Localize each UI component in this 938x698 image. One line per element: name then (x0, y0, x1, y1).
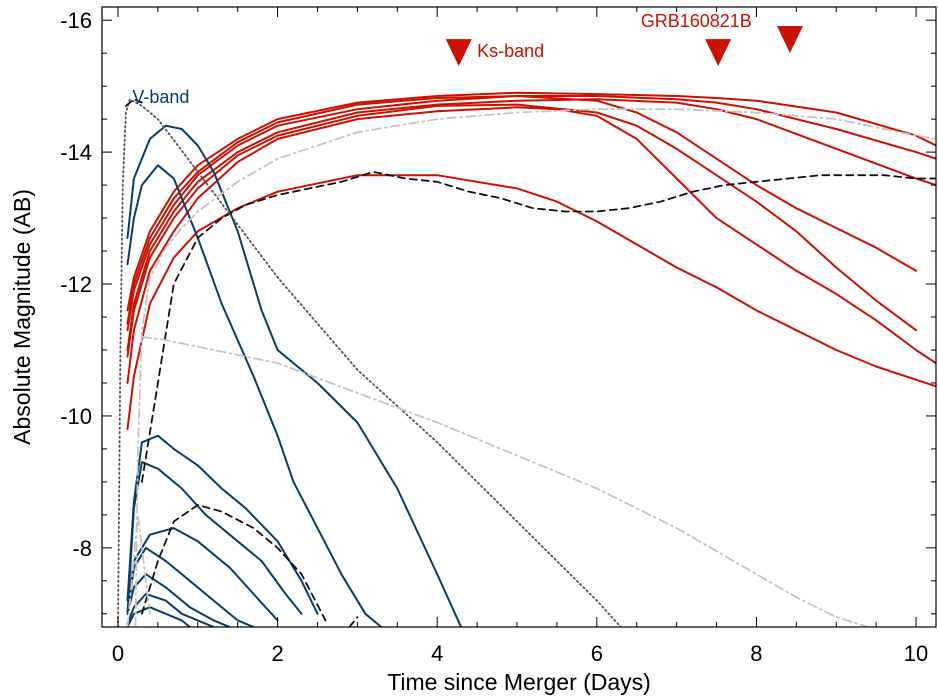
y-tick-label: -10 (60, 404, 92, 429)
series-line-ks-3 (126, 95, 917, 325)
annotation-label-1: V-band (132, 87, 189, 107)
series-line-model-21 (134, 108, 936, 627)
ticks-layer: 0 2 4 6 8 10 -16 -14 -12 -10 -8 (60, 7, 936, 666)
annotation-label-2: Ks-band (477, 41, 544, 61)
y-axis-title: Absolute Magnitude (AB) (9, 189, 35, 445)
series-line-model-22 (140, 335, 870, 627)
series-line-v-9 (126, 434, 319, 615)
series-line-v-13 (126, 573, 231, 627)
x-tick-label: 4 (431, 641, 443, 666)
series-line-v-15 (126, 606, 191, 627)
upper-limit-marker-1 (445, 39, 472, 67)
x-axis-title: Time since Merger (Days) (387, 669, 651, 695)
y-tick-label: -8 (72, 536, 92, 561)
series-line-model-23 (126, 514, 151, 627)
series-line-model-16 (140, 170, 936, 483)
upper-limit-marker-2 (705, 39, 732, 67)
y-tick-label: -14 (60, 140, 92, 165)
series-line-ks-0 (126, 91, 936, 312)
series-line-model-18 (348, 616, 359, 627)
series-line-v-8 (126, 164, 383, 627)
x-tick-label: 6 (591, 641, 603, 666)
series-line-ks-6 (126, 174, 936, 431)
series-layer (117, 91, 936, 627)
series-line-v-7 (126, 124, 463, 627)
series-line-model-20 (125, 98, 143, 107)
series-line-ks-2 (126, 98, 936, 351)
annotation-layer: V-band Ks-band GRB160821B (132, 11, 751, 107)
series-line-ks-5 (126, 106, 936, 384)
marker-layer (445, 25, 803, 67)
annotation-label-3: GRB160821B (641, 11, 752, 31)
x-tick-label: 2 (271, 641, 283, 666)
series-line-v-14 (126, 593, 215, 627)
series-line-ks-1 (126, 95, 936, 332)
x-tick-label: 0 (112, 641, 124, 666)
series-line-model-17 (140, 504, 327, 622)
y-tick-label: -12 (60, 272, 92, 297)
upper-limit-marker-3 (776, 25, 803, 53)
series-line-ks-4 (126, 103, 917, 358)
x-tick-label: 10 (904, 641, 928, 666)
y-tick-label: -16 (60, 8, 92, 33)
x-tick-label: 8 (750, 641, 762, 666)
series-line-model-19 (117, 98, 622, 627)
